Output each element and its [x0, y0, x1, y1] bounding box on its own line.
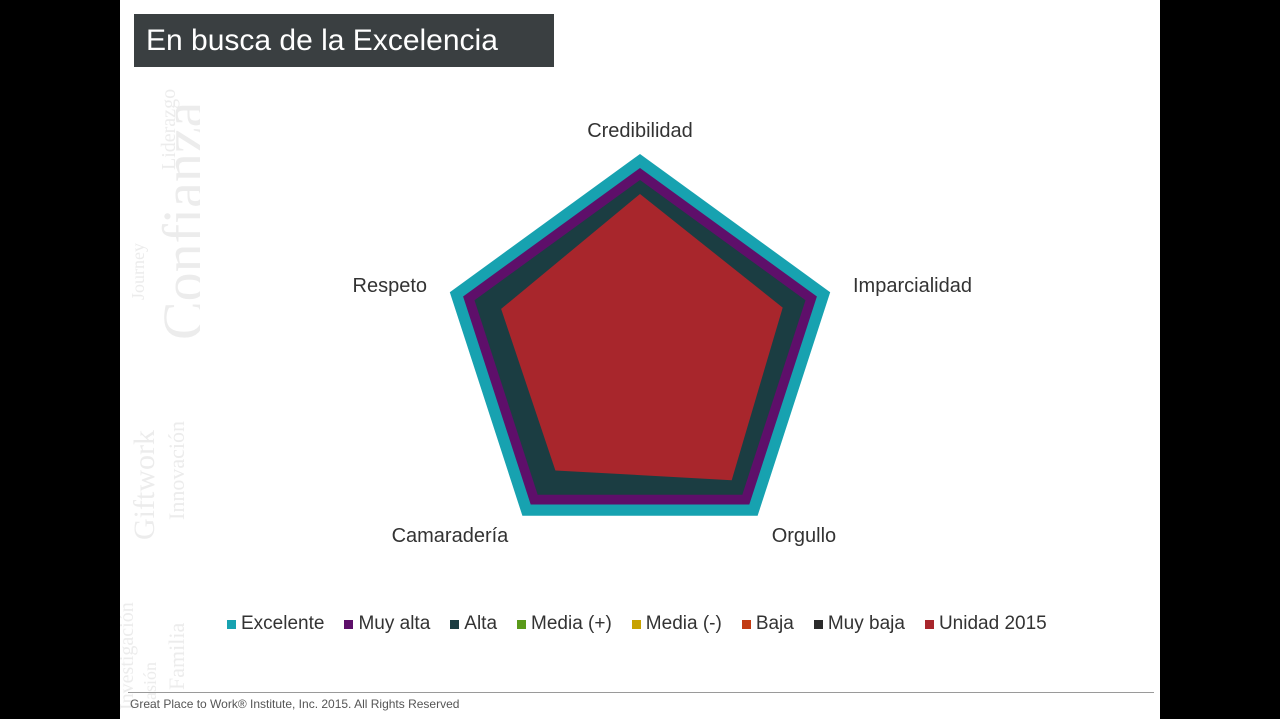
legend-item: Muy alta [344, 613, 430, 635]
legend-swatch [813, 619, 823, 629]
legend-item: Unidad 2015 [924, 613, 1047, 635]
radar-chart: Credibilidad Imparcialidad Orgullo Camarade… [353, 120, 972, 547]
axis-labels: Credibilidad Imparcialidad Orgullo Camarade… [353, 120, 972, 547]
axis-label-respeto: Respeto [353, 275, 428, 297]
legend-swatch [450, 619, 460, 629]
legend-swatch [631, 619, 641, 629]
legend-item: Baja [741, 613, 794, 635]
series-layer [449, 154, 831, 516]
legend-label: Baja [755, 613, 794, 634]
series-area-unidad-2015 [501, 194, 783, 481]
title-bar: En busca de la Excelencia [134, 14, 554, 67]
footer-copyright: Great Place to Work® Institute, Inc. 201… [130, 697, 460, 711]
legend-swatch [517, 619, 527, 629]
slide: Confianza Liderazgo Journey Giftwork Innovac… [120, 0, 1160, 719]
footer-divider [128, 692, 1154, 693]
legend-swatch [924, 619, 934, 629]
legend-label: Excelente [241, 613, 325, 634]
legend-label: Media (-) [645, 613, 722, 634]
legend-item: Excelente [227, 613, 324, 635]
slide-title: En busca de la Excelencia [146, 24, 498, 57]
legend-item: Media (-) [631, 613, 722, 635]
axis-label-credibilidad: Credibilidad [587, 120, 693, 142]
legend-label: Muy baja [827, 613, 905, 634]
legend-item: Muy baja [813, 613, 905, 635]
chart-legend: Excelente Muy alta Alta Media (+) Media (-) B… [227, 613, 1067, 635]
axis-label-imparcialidad: Imparcialidad [853, 275, 972, 297]
legend-item: Media (+) [517, 613, 612, 635]
axis-label-camarader-a: Camaradería [392, 525, 510, 547]
legend-item: Alta [450, 613, 497, 635]
legend-label: Unidad 2015 [938, 613, 1047, 634]
legend-swatch [741, 619, 751, 629]
legend-label: Muy alta [358, 613, 431, 634]
legend-label: Media (+) [531, 613, 612, 634]
axis-label-orgullo: Orgullo [772, 525, 836, 547]
legend-swatch [344, 619, 354, 629]
legend-swatch [227, 619, 236, 629]
legend-label: Alta [464, 613, 498, 634]
